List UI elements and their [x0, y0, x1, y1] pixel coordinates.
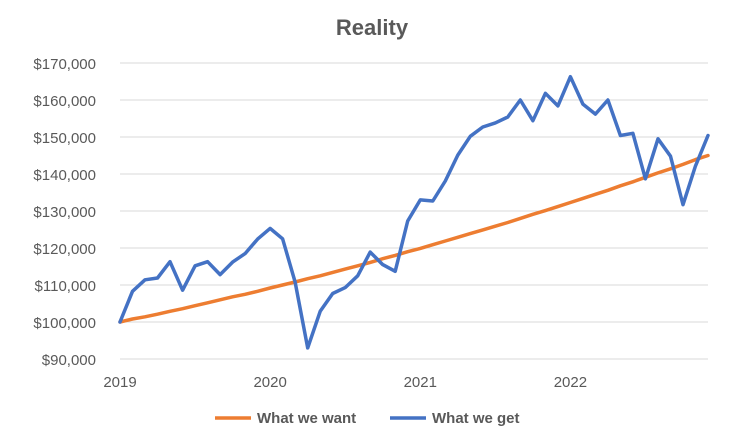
x-tick-label: 2020 — [253, 374, 286, 391]
y-axis-tick-labels: $90,000 $100,000 $110,000 $120,000 $130,000 $… — [33, 56, 96, 369]
legend-label-get: What we get — [432, 410, 520, 427]
y-tick-label: $170,000 — [33, 56, 96, 73]
x-axis-tick-labels: 2019 2020 2021 2022 — [103, 374, 587, 391]
series-line-want — [118, 153, 710, 324]
y-tick-label: $150,000 — [33, 130, 96, 147]
chart-title: Reality — [336, 15, 409, 40]
y-tick-label: $110,000 — [35, 278, 96, 295]
y-tick-label: $90,000 — [42, 352, 96, 369]
y-tick-label: $100,000 — [33, 315, 96, 332]
x-tick-label: 2022 — [554, 374, 587, 391]
y-tick-label: $120,000 — [33, 241, 96, 258]
series-lines — [118, 74, 710, 350]
y-tick-label: $160,000 — [33, 93, 96, 110]
legend: What we want What we get — [215, 410, 520, 427]
legend-label-want: What we want — [257, 410, 356, 427]
x-tick-label: 2021 — [404, 374, 437, 391]
y-tick-label: $130,000 — [33, 204, 96, 221]
y-tick-label: $140,000 — [33, 167, 96, 184]
x-tick-label: 2019 — [103, 374, 136, 391]
series-line-get — [118, 74, 710, 350]
